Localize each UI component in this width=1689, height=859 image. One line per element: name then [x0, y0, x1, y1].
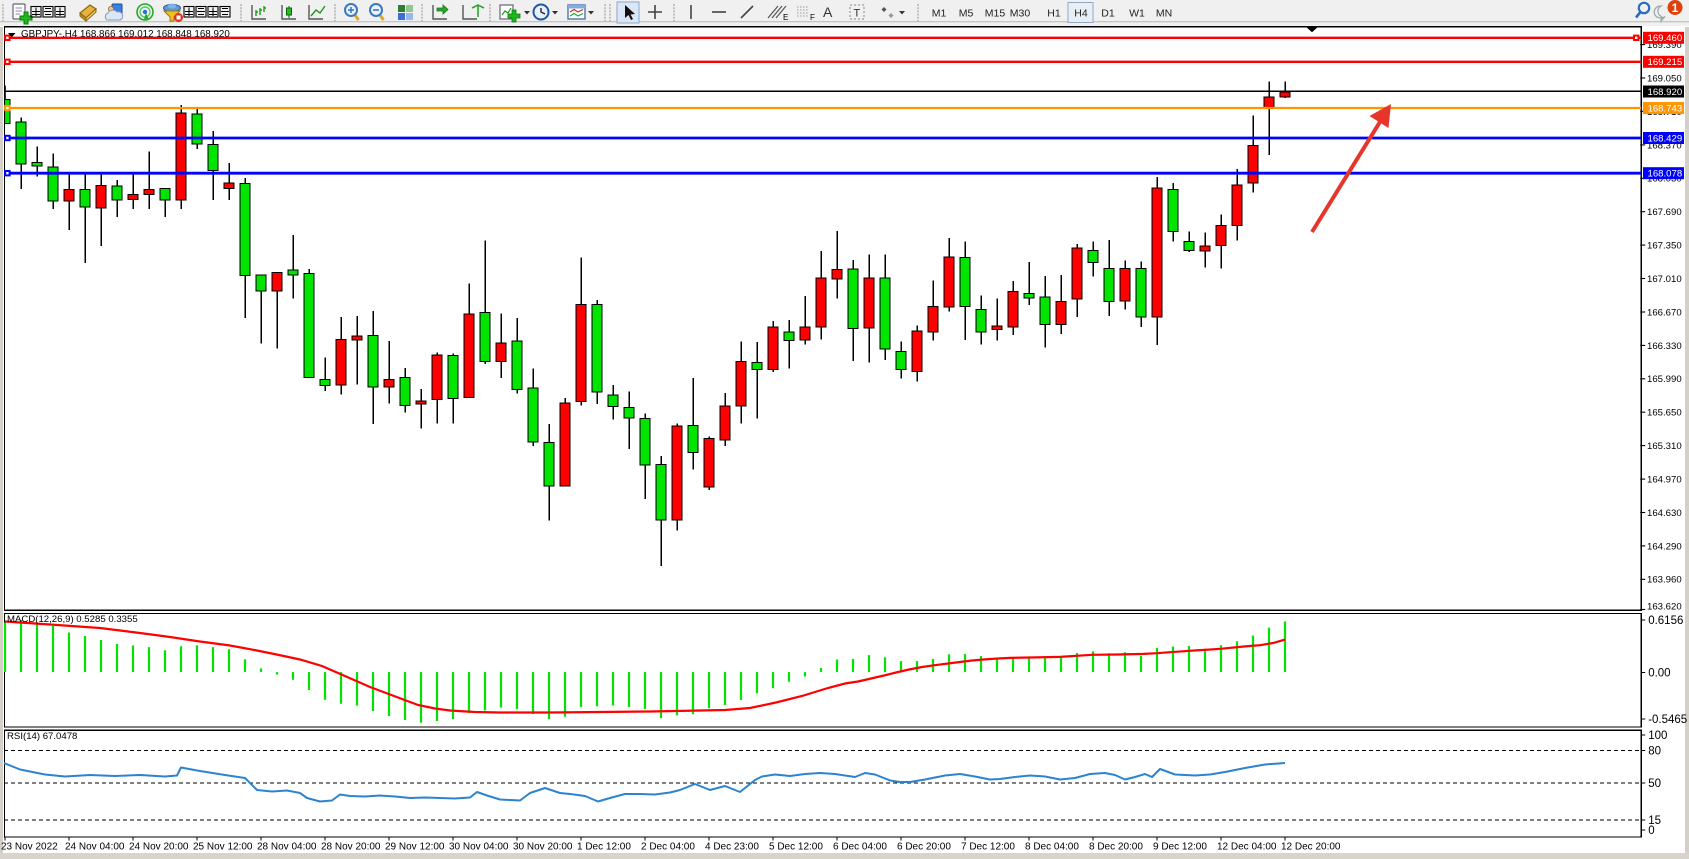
svg-text:M15: M15 — [985, 8, 1006, 20]
svg-text:30 Nov 20:00: 30 Nov 20:00 — [513, 842, 573, 853]
svg-text:169.390: 169.390 — [1647, 40, 1682, 51]
svg-text:24 Nov 04:00: 24 Nov 04:00 — [65, 842, 125, 853]
svg-text:100: 100 — [1648, 730, 1667, 742]
svg-text:30 Nov 04:00: 30 Nov 04:00 — [449, 842, 509, 853]
svg-text:9 Dec 12:00: 9 Dec 12:00 — [1153, 842, 1207, 853]
svg-text:5 Dec 12:00: 5 Dec 12:00 — [769, 842, 823, 853]
svg-text:8 Dec 04:00: 8 Dec 04:00 — [1025, 842, 1079, 853]
svg-text:166.330: 166.330 — [1647, 341, 1682, 352]
svg-text:29 Nov 12:00: 29 Nov 12:00 — [385, 842, 445, 853]
svg-text:T: T — [854, 8, 861, 20]
svg-text:168.370: 168.370 — [1647, 140, 1682, 151]
svg-text:A: A — [823, 4, 833, 20]
svg-text:169.215: 169.215 — [1648, 57, 1683, 68]
svg-text:164.290: 164.290 — [1647, 541, 1682, 552]
svg-text:MN: MN — [1156, 8, 1172, 20]
svg-text:167.690: 167.690 — [1647, 207, 1682, 218]
svg-text:E: E — [783, 13, 788, 22]
svg-text:12 Dec 04:00: 12 Dec 04:00 — [1217, 842, 1277, 853]
svg-text:MACD(12,26,9) 0.5285 0.3355: MACD(12,26,9) 0.5285 0.3355 — [7, 614, 138, 625]
svg-text:168.078: 168.078 — [1648, 169, 1683, 180]
svg-text:12 Dec 20:00: 12 Dec 20:00 — [1281, 842, 1341, 853]
svg-text:167.350: 167.350 — [1647, 241, 1682, 252]
svg-text:80: 80 — [1648, 746, 1661, 758]
svg-text:0.6156: 0.6156 — [1648, 615, 1683, 627]
svg-text:RSI(14) 67.0478: RSI(14) 67.0478 — [7, 731, 77, 742]
svg-text:168.429: 168.429 — [1648, 133, 1683, 144]
svg-text:M5: M5 — [959, 8, 974, 20]
svg-text:163.620: 163.620 — [1647, 601, 1682, 612]
svg-text:166.670: 166.670 — [1647, 307, 1682, 318]
svg-text:169.050: 169.050 — [1647, 73, 1682, 84]
svg-text:D1: D1 — [1101, 8, 1115, 20]
svg-text:1 Dec 12:00: 1 Dec 12:00 — [577, 842, 631, 853]
svg-text:W1: W1 — [1129, 8, 1145, 20]
svg-text:165.990: 165.990 — [1647, 374, 1682, 385]
svg-text:23 Nov 2022: 23 Nov 2022 — [1, 842, 58, 853]
svg-text:M1: M1 — [932, 8, 947, 20]
svg-text:15: 15 — [1648, 815, 1661, 827]
svg-text:8 Dec 20:00: 8 Dec 20:00 — [1089, 842, 1143, 853]
svg-text:165.650: 165.650 — [1647, 408, 1682, 419]
svg-text:6 Dec 04:00: 6 Dec 04:00 — [833, 842, 887, 853]
svg-text:28 Nov 04:00: 28 Nov 04:00 — [257, 842, 317, 853]
svg-text:164.630: 164.630 — [1647, 508, 1682, 519]
svg-text:H1: H1 — [1047, 8, 1061, 20]
svg-text:28 Nov 20:00: 28 Nov 20:00 — [321, 842, 381, 853]
svg-text:167.010: 167.010 — [1647, 274, 1682, 285]
svg-text:164.970: 164.970 — [1647, 475, 1682, 486]
svg-text:169.460: 169.460 — [1648, 33, 1683, 44]
svg-text:4 Dec 23:00: 4 Dec 23:00 — [705, 842, 759, 853]
svg-text:24 Nov 20:00: 24 Nov 20:00 — [129, 842, 189, 853]
svg-text:168.743: 168.743 — [1648, 103, 1683, 114]
svg-text:2 Dec 04:00: 2 Dec 04:00 — [641, 842, 695, 853]
svg-text:-0.5465: -0.5465 — [1648, 714, 1687, 726]
svg-text:M30: M30 — [1010, 8, 1031, 20]
svg-text:165.310: 165.310 — [1647, 441, 1682, 452]
svg-text:GBPJPY-.H4 168.866 169.012 16: GBPJPY-.H4 168.866 169.012 168.848 168.9… — [21, 29, 230, 40]
svg-text:25 Nov 12:00: 25 Nov 12:00 — [193, 842, 253, 853]
svg-text:F: F — [810, 13, 815, 22]
svg-text:163.960: 163.960 — [1647, 575, 1682, 586]
svg-text:1: 1 — [1672, 1, 1679, 15]
svg-text:6 Dec 20:00: 6 Dec 20:00 — [897, 842, 951, 853]
svg-text:7 Dec 12:00: 7 Dec 12:00 — [961, 842, 1015, 853]
svg-text:H4: H4 — [1074, 8, 1088, 20]
svg-text:50: 50 — [1648, 778, 1661, 790]
svg-text:0: 0 — [1648, 825, 1654, 837]
svg-text:168.920: 168.920 — [1648, 87, 1683, 98]
svg-text:0.00: 0.00 — [1648, 668, 1670, 680]
